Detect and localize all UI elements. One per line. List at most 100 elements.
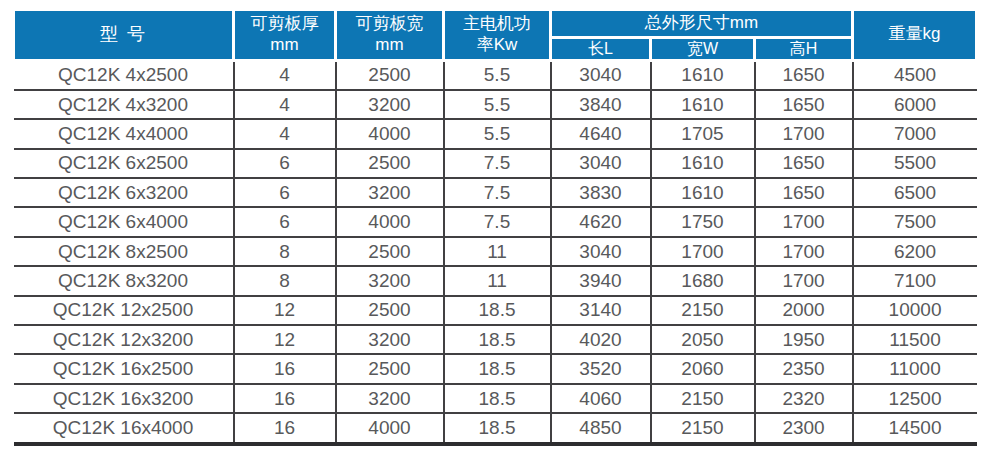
value-cell: 16 [234, 384, 336, 413]
value-cell: 1750 [651, 207, 755, 236]
value-cell: 2060 [651, 354, 755, 383]
value-cell: 1700 [755, 266, 853, 295]
value-cell: 6 [234, 178, 336, 207]
value-cell: 1700 [755, 207, 853, 236]
page: 型 号 可剪板厚 mm 可剪板宽 mm 主电机功 率Kw 总外形尺寸mm 重量k… [0, 0, 992, 450]
value-cell: 1650 [755, 178, 853, 207]
model-cell: QC12K 16x2500 [14, 354, 234, 383]
value-cell: 11000 [853, 354, 977, 383]
value-cell: 6 [234, 207, 336, 236]
header-shear-width-unit: mm [337, 35, 442, 56]
value-cell: 6500 [853, 178, 977, 207]
value-cell: 2050 [651, 325, 755, 354]
model-cell: QC12K 6x2500 [14, 149, 234, 178]
value-cell: 5500 [853, 149, 977, 178]
value-cell: 1610 [651, 178, 755, 207]
table-header: 型 号 可剪板厚 mm 可剪板宽 mm 主电机功 率Kw 总外形尺寸mm 重量k… [14, 10, 977, 61]
header-motor-power-line1: 主电机功 [445, 14, 549, 35]
value-cell: 1680 [651, 266, 755, 295]
value-cell: 12 [234, 296, 336, 325]
table-row: QC12K 8x320083200113940168017007100 [14, 266, 977, 295]
model-cell: QC12K 12x3200 [14, 325, 234, 354]
model-cell: QC12K 6x3200 [14, 178, 234, 207]
value-cell: 4 [234, 90, 336, 119]
value-cell: 11 [444, 266, 551, 295]
header-shear-thickness: 可剪板厚 mm [234, 10, 336, 61]
value-cell: 4020 [551, 325, 651, 354]
value-cell: 16 [234, 354, 336, 383]
value-cell: 2320 [755, 384, 853, 413]
value-cell: 2500 [336, 296, 444, 325]
value-cell: 3940 [551, 266, 651, 295]
value-cell: 7.5 [444, 207, 551, 236]
value-cell: 1650 [755, 149, 853, 178]
value-cell: 7.5 [444, 178, 551, 207]
value-cell: 2300 [755, 413, 853, 443]
value-cell: 4000 [336, 413, 444, 443]
value-cell: 4060 [551, 384, 651, 413]
model-cell: QC12K 6x4000 [14, 207, 234, 236]
value-cell: 1700 [651, 237, 755, 266]
value-cell: 18.5 [444, 413, 551, 443]
value-cell: 3040 [551, 237, 651, 266]
header-shear-width-line1: 可剪板宽 [337, 14, 442, 35]
value-cell: 3200 [336, 90, 444, 119]
value-cell: 10000 [853, 296, 977, 325]
header-weight: 重量kg [853, 10, 977, 61]
header-shear-thickness-line1: 可剪板厚 [235, 14, 334, 35]
table-row: QC12K 6x2500625007.53040161016505500 [14, 149, 977, 178]
value-cell: 1705 [651, 119, 755, 148]
value-cell: 1610 [651, 90, 755, 119]
value-cell: 2150 [651, 384, 755, 413]
value-cell: 7500 [853, 207, 977, 236]
value-cell: 3040 [551, 60, 651, 90]
value-cell: 1700 [755, 119, 853, 148]
value-cell: 3840 [551, 90, 651, 119]
model-cell: QC12K 8x3200 [14, 266, 234, 295]
model-cell: QC12K 12x2500 [14, 296, 234, 325]
value-cell: 3830 [551, 178, 651, 207]
value-cell: 18.5 [444, 296, 551, 325]
value-cell: 5.5 [444, 119, 551, 148]
table-row: QC12K 16x400016400018.548502150230014500 [14, 413, 977, 443]
value-cell: 14500 [853, 413, 977, 443]
value-cell: 4640 [551, 119, 651, 148]
value-cell: 6 [234, 149, 336, 178]
value-cell: 4000 [336, 119, 444, 148]
value-cell: 18.5 [444, 325, 551, 354]
value-cell: 3200 [336, 266, 444, 295]
value-cell: 1610 [651, 60, 755, 90]
value-cell: 4850 [551, 413, 651, 443]
header-dim-width: 宽W [651, 38, 755, 61]
model-cell: QC12K 16x3200 [14, 384, 234, 413]
value-cell: 3200 [336, 178, 444, 207]
header-motor-power: 主电机功 率Kw [444, 10, 551, 61]
value-cell: 11500 [853, 325, 977, 354]
table-row: QC12K 16x250016250018.535202060235011000 [14, 354, 977, 383]
value-cell: 2500 [336, 237, 444, 266]
table-row: QC12K 6x3200632007.53830161016506500 [14, 178, 977, 207]
table-row: QC12K 4x4000440005.54640170517007000 [14, 119, 977, 148]
header-shear-width: 可剪板宽 mm [336, 10, 444, 61]
value-cell: 12 [234, 325, 336, 354]
model-cell: QC12K 4x4000 [14, 119, 234, 148]
value-cell: 2500 [336, 60, 444, 90]
value-cell: 4 [234, 119, 336, 148]
value-cell: 18.5 [444, 384, 551, 413]
value-cell: 2350 [755, 354, 853, 383]
value-cell: 6000 [853, 90, 977, 119]
value-cell: 4 [234, 60, 336, 90]
value-cell: 12500 [853, 384, 977, 413]
model-cell: QC12K 16x4000 [14, 413, 234, 443]
value-cell: 16 [234, 413, 336, 443]
value-cell: 5.5 [444, 60, 551, 90]
value-cell: 1650 [755, 60, 853, 90]
value-cell: 8 [234, 266, 336, 295]
value-cell: 8 [234, 237, 336, 266]
value-cell: 3200 [336, 325, 444, 354]
header-dim-height: 高H [755, 38, 853, 61]
value-cell: 18.5 [444, 354, 551, 383]
value-cell: 3520 [551, 354, 651, 383]
value-cell: 4000 [336, 207, 444, 236]
value-cell: 2150 [651, 296, 755, 325]
